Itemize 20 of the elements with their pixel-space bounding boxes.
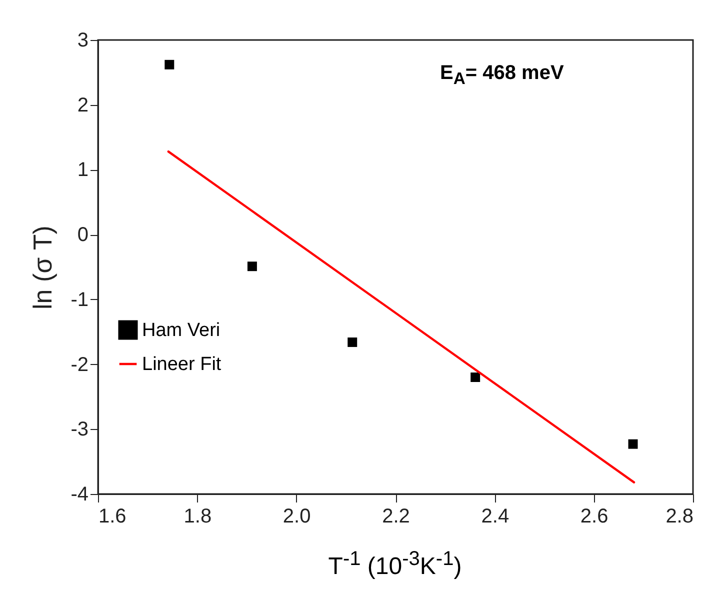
y-tick-label: 2	[77, 94, 88, 116]
x-tick-label: 2.8	[666, 506, 694, 528]
annotation: E$_{A}$= 468 meV	[440, 62, 564, 89]
y-tick-label: 3	[77, 30, 88, 52]
x-tick-label: 2.6	[580, 506, 608, 528]
legend-label: Ham Veri	[142, 320, 220, 341]
legend-label: Lineer Fit	[142, 354, 222, 375]
y-tick-label: 0	[77, 224, 88, 246]
y-tick-label: -1	[70, 288, 88, 311]
y-tick-label: -4	[70, 484, 88, 506]
x-tick-label: 1.8	[184, 506, 212, 528]
y-tick-label: -2	[70, 354, 88, 376]
y-tick-label: -3	[70, 418, 88, 441]
x-tick-label: 2.2	[382, 506, 410, 528]
x-tick-label: 2.0	[282, 506, 311, 528]
y-axis-title: ln (σ T)	[28, 226, 58, 310]
x-tick-label: 2.4	[481, 506, 510, 528]
x-tick-label: 1.6	[98, 506, 126, 528]
x-axis-title: T$^{-1}$ (10$^{-3}$K$^{-1}$)	[328, 548, 462, 581]
y-tick-label: 1	[77, 159, 88, 182]
